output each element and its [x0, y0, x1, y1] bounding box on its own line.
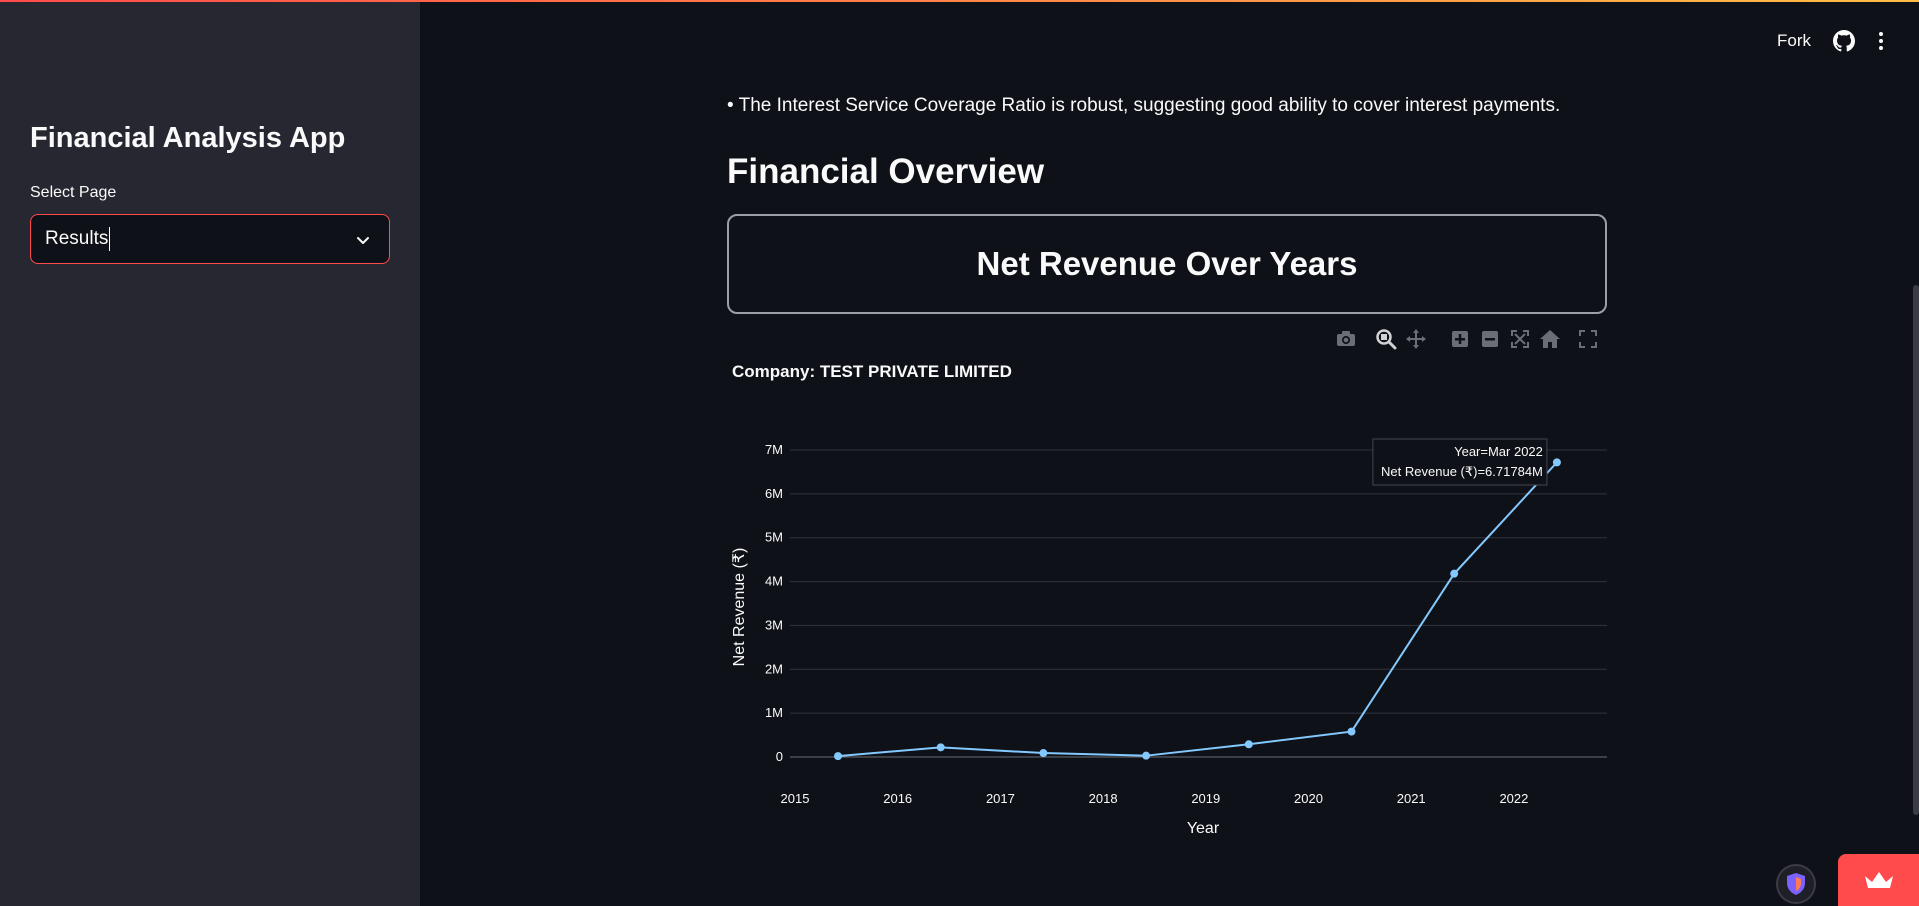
crown-icon	[1864, 872, 1893, 888]
github-icon[interactable]	[1833, 30, 1855, 52]
y-tick-label: 5M	[765, 530, 783, 545]
x-tick-label: 2019	[1191, 791, 1220, 806]
insight-bullet: • The Interest Service Coverage Ratio is…	[727, 95, 1561, 116]
more-vertical-icon[interactable]	[1877, 31, 1885, 51]
data-point[interactable]	[1039, 749, 1048, 758]
chart-title: Company: TEST PRIVATE LIMITED	[732, 362, 1012, 381]
data-point[interactable]	[834, 752, 842, 761]
y-tick-label: 1M	[765, 705, 783, 720]
data-point[interactable]	[1347, 727, 1356, 736]
fork-button[interactable]: Fork	[1777, 31, 1811, 50]
shield-badge[interactable]	[1776, 864, 1816, 904]
y-tick-label: 7M	[765, 442, 783, 457]
data-point[interactable]	[936, 743, 945, 752]
y-axis-label: Net Revenue (₹)	[731, 548, 748, 667]
streamlit-badge[interactable]	[1838, 854, 1919, 906]
x-tick-label: 2018	[1089, 791, 1118, 806]
zoom-out-icon[interactable]	[1479, 328, 1501, 350]
series-line	[837, 461, 1558, 758]
zoom-in-icon[interactable]	[1449, 328, 1471, 350]
x-tick-label: 2016	[883, 791, 912, 806]
select-page-label: Select Page	[30, 184, 117, 201]
page-select[interactable]: Results	[30, 214, 390, 264]
pan-icon[interactable]	[1405, 328, 1427, 350]
section-title: Financial Overview	[727, 152, 1045, 191]
tooltip-line-1: Year=Mar 2022	[1454, 444, 1543, 459]
x-tick-label: 2021	[1397, 791, 1426, 806]
top-accent-line	[0, 0, 1919, 2]
x-tick-label: 2015	[781, 791, 810, 806]
y-tick-label: 2M	[765, 661, 783, 676]
app-title: Financial Analysis App	[30, 122, 346, 154]
y-tick-label: 6M	[765, 486, 783, 501]
data-point[interactable]	[1552, 458, 1561, 467]
zoom-icon[interactable]	[1375, 328, 1397, 350]
y-tick-label: 3M	[765, 617, 783, 632]
main-scrollbar[interactable]	[1913, 285, 1919, 815]
camera-icon[interactable]	[1335, 328, 1357, 350]
tooltip-box	[1372, 438, 1548, 486]
text-caret	[109, 227, 111, 251]
reset-axes-icon[interactable]	[1539, 328, 1561, 350]
chart-heading: Net Revenue Over Years	[976, 245, 1358, 282]
y-tick-label: 0	[776, 749, 783, 764]
x-axis-label: Year	[1187, 820, 1220, 837]
x-tick-label: 2020	[1294, 791, 1323, 806]
autoscale-icon[interactable]	[1509, 328, 1531, 350]
page-select-value: Results	[45, 228, 109, 249]
fullscreen-icon[interactable]	[1577, 328, 1599, 350]
chevron-down-icon[interactable]	[355, 232, 371, 248]
y-tick-label: 4M	[765, 574, 783, 589]
header-actions: Fork	[1777, 30, 1885, 52]
x-tick-label: 2022	[1499, 791, 1528, 806]
tooltip-line-2: Net Revenue (₹)=6.71784M	[1381, 464, 1543, 479]
x-tick-label: 2017	[986, 791, 1015, 806]
plot-toolbar	[1335, 328, 1605, 350]
sidebar: Financial Analysis App Select Page Resul…	[0, 0, 420, 906]
data-point[interactable]	[1450, 569, 1459, 578]
shield-icon	[1787, 873, 1805, 895]
chart-heading-box: Net Revenue Over Years	[727, 214, 1607, 314]
data-point[interactable]	[1244, 740, 1253, 749]
net-revenue-chart[interactable]: Company: TEST PRIVATE LIMITED 0 1M 2M 3M 4M 5M…	[727, 355, 1607, 850]
data-point[interactable]	[1142, 751, 1151, 760]
